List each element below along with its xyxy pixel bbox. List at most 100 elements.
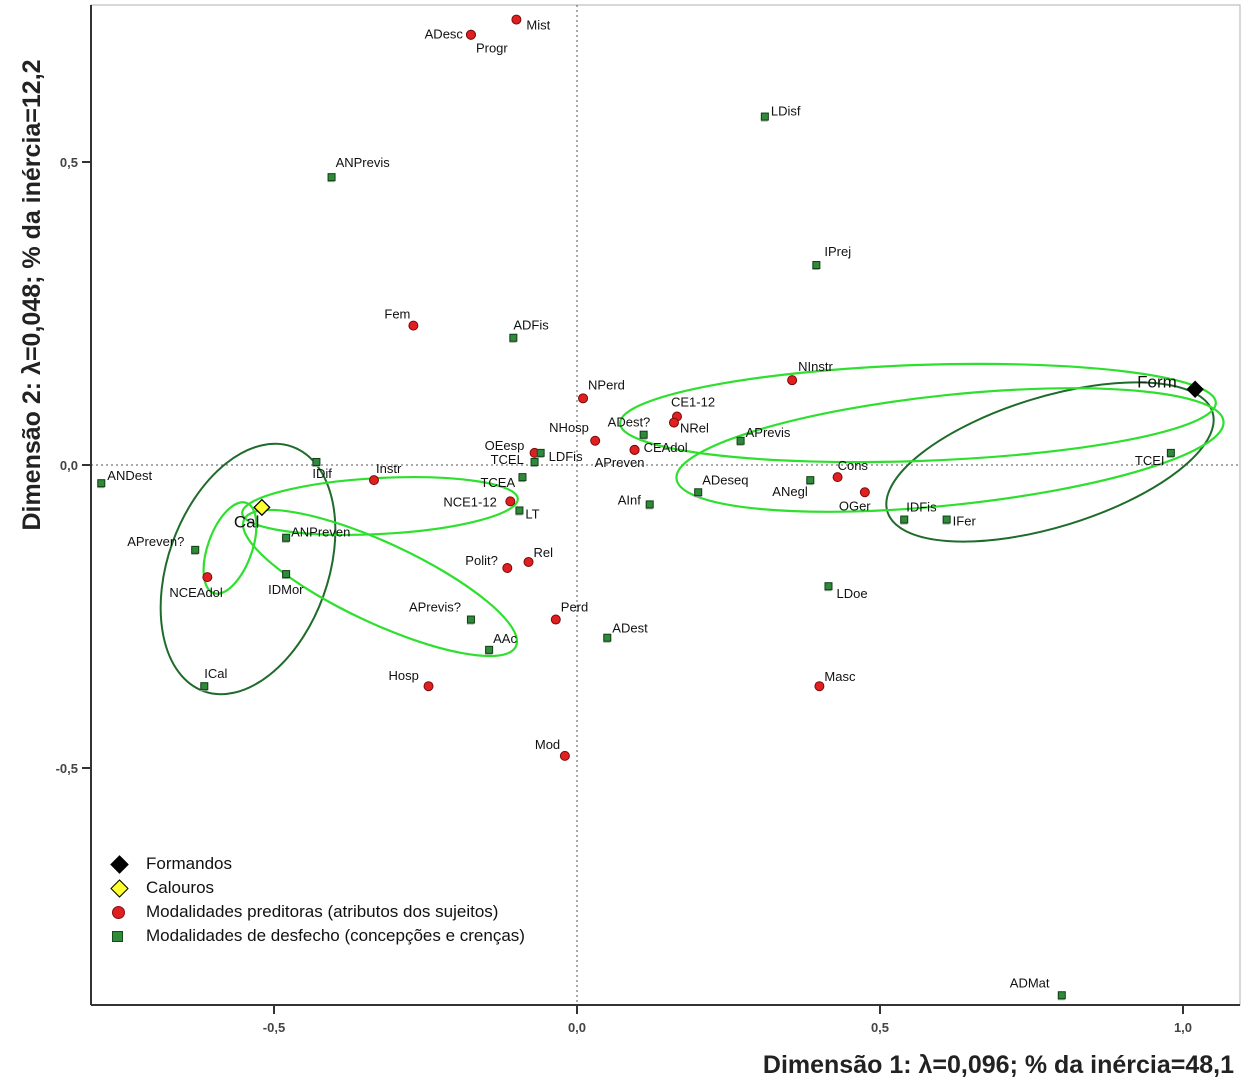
y-tick-label: 0,5 [60,155,78,170]
legend-item-formandos: Formandos [108,852,525,876]
label-adfis: ADFis [513,318,549,333]
point-nrel [668,417,679,428]
label-nrel: NRel [680,421,709,436]
label-rel: Rel [534,545,554,560]
point-tcel [530,457,539,466]
point-cons [832,472,843,483]
label-instr: Instr [376,461,402,476]
point-idif [312,457,321,466]
legend-label: Modalidades de desfecho (concepções e cr… [146,926,525,945]
point-idfis [900,515,909,524]
label-apreven: APreven? [127,534,184,549]
point-nperd [578,393,589,404]
formandos-inner-ellipse-2 [675,387,1225,513]
point-anpreven [282,533,291,542]
legend-item-outcomes: Modalidades de desfecho (concepções e cr… [108,924,525,948]
label-perd: Perd [561,600,588,615]
x-axis-title: Dimensão 1: λ=0,096; % da inércia=48,1 [762,1051,1234,1079]
point-mist [511,14,522,25]
formandos-outer-ellipse [885,381,1215,543]
label-adeseq: ADeseq [702,472,748,487]
y-axis-title-container: Dimensão 2: λ=0,048; % da inércia=12,2 [18,59,46,530]
point-polit [502,563,513,574]
point-anegl [806,476,815,485]
diamond-icon [110,854,129,874]
point-aprevis [736,436,745,445]
label-ldisf: LDisf [771,104,801,119]
label-ldoe: LDoe [836,586,867,601]
label-nperd: NPerd [588,377,625,392]
point-cal [253,498,271,517]
label-progr: Progr [476,41,508,56]
point-perd [550,614,561,625]
label-ifer: IFer [953,514,977,529]
label-nhosp: NHosp [549,420,589,435]
x-tick-label: 0,5 [871,1020,889,1035]
cluster-ellipses [159,362,1225,696]
point-ldfis [536,448,545,457]
y-tick-label: 0,0 [60,458,78,473]
legend-label: Formandos [146,854,232,873]
label-cons: Cons [838,458,869,473]
point-iprej [812,261,821,270]
x-tick-label: 0,0 [568,1020,586,1035]
label-anprevis: ANPrevis [336,155,391,170]
point-adeseq [694,488,703,497]
legend: Formandos Calouros Modalidades preditora… [108,852,525,948]
legend-label: Modalidades preditoras (atributos dos su… [146,902,499,921]
point-nceadol [202,572,213,583]
label-aprevis: APrevis? [409,600,461,615]
point-aac [485,645,494,654]
label-form: Form [1137,372,1177,391]
label-mist: Mist [526,18,550,33]
label-aac: AAc [493,631,517,646]
label-idif: IDif [312,466,332,481]
reference-lines [91,5,1240,1005]
x-tick-label: -0,5 [263,1020,285,1035]
point-progr [465,29,476,40]
point-tcei [1166,448,1175,457]
label-polit: Polit? [465,553,498,568]
label-fem: Fem [384,307,410,322]
point-adfis [509,333,518,342]
y-axis-title: Dimensão 2: λ=0,048; % da inércia=12,2 [18,59,46,530]
point-mod [559,750,570,761]
point-tcea [518,473,527,482]
label-ninstr: NInstr [798,359,833,374]
label-adesc: ADesc [425,27,464,42]
label-ce1-12: CE1-12 [671,395,715,410]
point-andest [97,479,106,488]
label-mod: Mod [535,737,560,752]
legend-label: Calouros [146,878,215,897]
label-tcei: TCEI [1135,453,1165,468]
label-ainf: AInf [618,492,642,507]
label-ceadol: CEAdol [644,440,688,455]
axes: -0,5 0,0 0,5 1,0 0,5 0,0 -0,5 [56,5,1240,1035]
plot-area [90,4,1241,1006]
label-andest: ANDest [107,468,152,483]
point-adest [639,430,648,439]
point-anprevis [327,173,336,182]
label-anegl: ANegl [772,484,808,499]
square-icon [112,930,123,942]
point-instr [368,475,379,486]
point-labels: Form Cal Mist ADesc Progr Fem NPerd CE1-12 NRel N… [107,18,1177,991]
label-idfis: IDFis [906,500,937,515]
formandos-inner-ellipse-1 [619,362,1217,464]
label-nce1-12: NCE1-12 [443,494,496,509]
label-tcea: TCEA [480,475,515,490]
label-lt: LT [525,506,539,521]
label-masc: Masc [824,669,856,684]
x-tick-label: 1,0 [1174,1020,1192,1035]
label-adest: ADest [612,621,648,636]
legend-item-predictors: Modalidades preditoras (atributos dos su… [108,900,525,924]
point-hosp [423,681,434,692]
label-iprej: IPrej [824,244,851,259]
point-ldoe [824,582,833,591]
diamond-icon [110,878,129,898]
circle-icon [112,905,125,919]
label-oger: OGer [839,498,871,513]
point-ainf [645,500,654,509]
label-oeesp: OEesp [485,438,525,453]
